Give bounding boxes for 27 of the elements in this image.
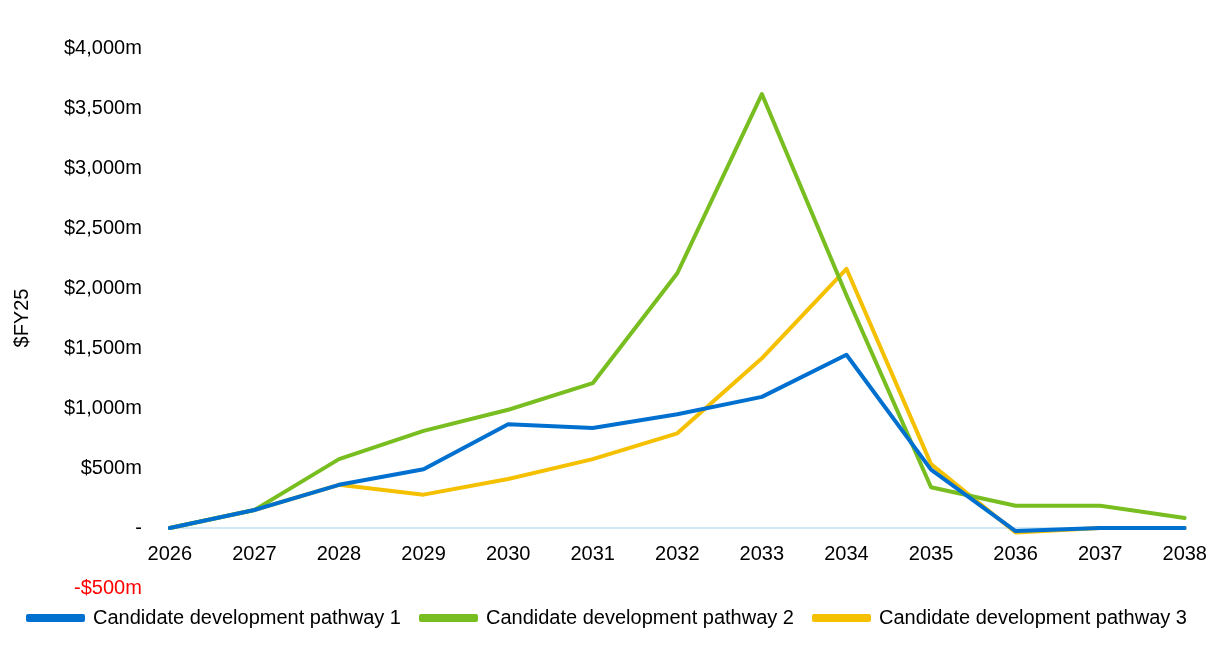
legend-label: Candidate development pathway 3 (878, 605, 1187, 628)
y-tick-label: $3,000m (63, 155, 142, 178)
x-tick-label: 2033 (739, 541, 785, 564)
x-tick-label: 2029 (401, 541, 446, 564)
legend-label: Candidate development pathway 2 (485, 605, 794, 628)
y-tick-label: -$500m (74, 575, 142, 598)
x-tick-label: 2035 (908, 541, 954, 564)
y-axis-title: $FY25 (9, 288, 32, 348)
y-tick-label: $4,000m (63, 35, 142, 58)
x-tick-label: 2028 (316, 541, 362, 564)
x-tick-label: 2037 (1077, 541, 1123, 564)
x-tick-label: 2030 (485, 541, 531, 564)
y-tick-label: - (135, 515, 142, 538)
legend-label: Candidate development pathway 1 (93, 605, 401, 628)
x-tick-label: 2027 (232, 541, 277, 564)
x-tick-label: 2032 (655, 541, 700, 564)
y-tick-label: $1,000m (63, 395, 142, 418)
y-tick-label: $1,500m (63, 335, 142, 358)
x-tick-label: 2036 (993, 541, 1038, 564)
x-tick-label: 2038 (1162, 541, 1207, 564)
x-tick-label: 2034 (824, 541, 869, 564)
y-tick-label: $500m (80, 455, 142, 478)
x-tick-label: 2031 (570, 541, 615, 564)
y-tick-label: $2,500m (63, 215, 142, 238)
y-tick-label: $3,500m (63, 95, 142, 118)
y-tick-label: $2,000m (63, 275, 142, 298)
x-tick-label: 2026 (147, 541, 193, 564)
